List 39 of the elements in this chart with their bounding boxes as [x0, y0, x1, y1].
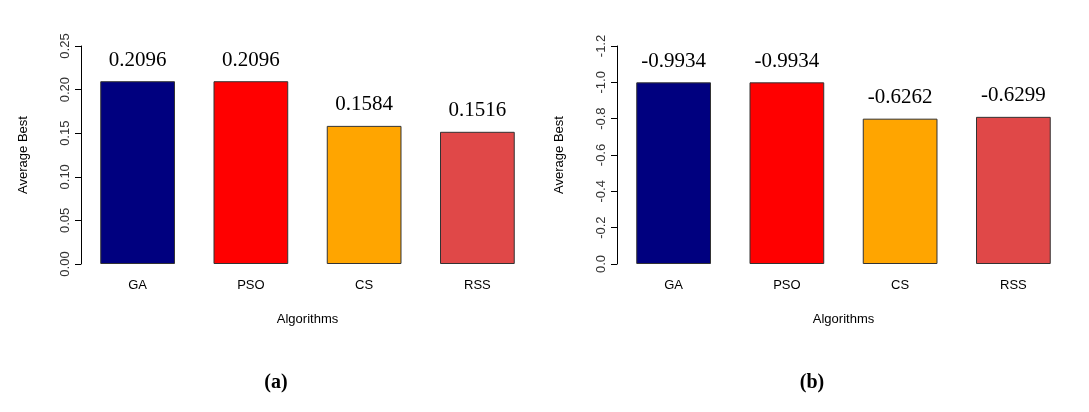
data-label: 0.1516 — [448, 97, 507, 122]
bar — [213, 81, 289, 264]
x-tick-label: PSO — [237, 277, 265, 292]
y-tick-label: 0.05 — [57, 207, 72, 234]
y-tick-label: 0.0 — [593, 254, 608, 274]
y-tick-label: 0.00 — [57, 251, 72, 277]
y-tick-label: -0.8 — [593, 107, 608, 130]
y-tick-label: -0.2 — [593, 216, 608, 239]
annotation: -0.9934 — [754, 47, 820, 72]
y-tick-label: 0.25 — [57, 33, 72, 59]
x-tick-label: GA — [128, 277, 148, 292]
y-axis-title: Average Best — [551, 115, 566, 194]
y-tick-label: 0.15 — [57, 120, 72, 146]
x-axis-title: Algorithms — [276, 311, 339, 326]
x-axis-title: Algorithms — [812, 311, 875, 326]
x-tick-label: RSS — [464, 277, 492, 292]
text: (a) — [264, 370, 288, 393]
data-label: 0.2096 — [222, 46, 280, 71]
annotation: -0.9934 — [641, 47, 707, 72]
x-tick-label: PSO — [773, 277, 801, 292]
annotation: -0.6299 — [981, 82, 1046, 107]
y-tick-label: -0.4 — [593, 180, 608, 203]
y-tick-label: -1.0 — [593, 71, 608, 94]
x-tick-label: GA — [664, 277, 684, 292]
text: (b) — [799, 370, 825, 393]
y-tick-label: 0.10 — [57, 164, 72, 190]
y-tick-label: 0.20 — [57, 76, 72, 103]
data-label: 0.1584 — [335, 91, 394, 116]
annotation: -0.6262 — [867, 84, 933, 109]
bar — [100, 81, 175, 264]
y-tick-label: -0.6 — [593, 143, 608, 167]
x-tick-label: RSS — [1000, 277, 1028, 292]
x-tick-label: CS — [891, 277, 910, 292]
data-label: 0.2096 — [108, 46, 167, 71]
bar — [326, 125, 402, 264]
y-axis-title: Average Best — [15, 115, 30, 194]
x-tick-label: CS — [355, 277, 374, 292]
bar — [440, 131, 515, 264]
y-tick-label: -1.2 — [593, 34, 608, 58]
